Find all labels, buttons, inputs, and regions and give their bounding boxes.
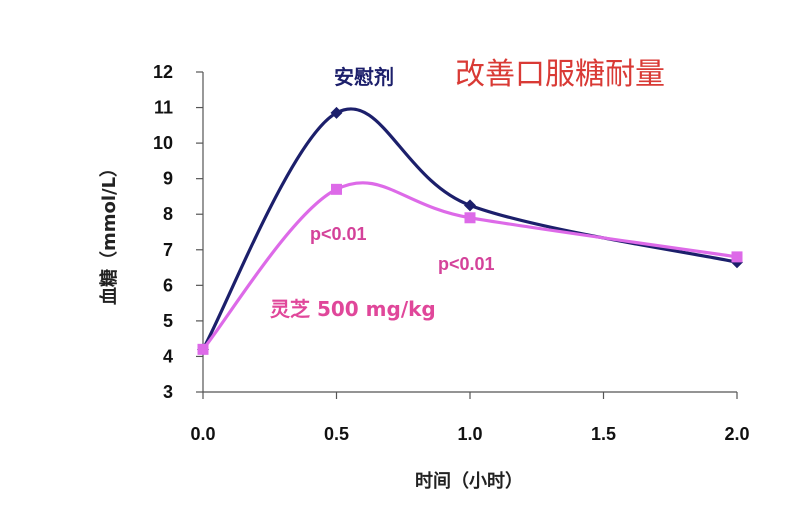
y-tick-label: 6: [163, 275, 173, 295]
x-tick-label: 1.5: [591, 424, 616, 444]
y-tick-label: 9: [163, 169, 173, 189]
data-point-square: [197, 343, 209, 355]
y-tick-label: 12: [153, 62, 173, 82]
series-layer: [197, 106, 743, 356]
y-axis-ticks: 3 4 5 6 7 8 9 10 11 12: [153, 62, 203, 402]
y-tick-label: 3: [163, 382, 173, 402]
annotation-p-value-0-5h: p<0.01: [310, 224, 367, 244]
legend-label-lingzhi: 灵芝 500 mg/kg: [270, 297, 436, 321]
y-tick-label: 7: [163, 240, 173, 260]
y-tick-label: 5: [163, 311, 173, 331]
y-tick-label: 4: [163, 346, 173, 366]
x-axis-title: 时间（小时）: [415, 471, 523, 492]
data-point-square: [731, 251, 743, 263]
data-point-square: [464, 212, 476, 224]
x-axis-ticks: 0.0 0.5 1.0 1.5 2.0: [190, 392, 750, 444]
y-tick-label: 8: [163, 204, 173, 224]
series-line-1: [201, 181, 739, 351]
y-tick-label: 10: [153, 133, 173, 153]
data-point-diamond: [330, 106, 343, 119]
x-tick-label: 1.0: [457, 424, 482, 444]
annotation-p-value-1-0h: p<0.01: [438, 254, 495, 274]
chart-title: 改善口服糖耐量: [455, 57, 665, 92]
x-tick-label: 2.0: [724, 424, 749, 444]
legend-label-placebo: 安慰剂: [334, 65, 394, 89]
x-tick-label: 0.0: [190, 424, 215, 444]
data-point-diamond: [464, 199, 476, 212]
y-tick-label: 11: [154, 98, 173, 118]
x-tick-label: 0.5: [324, 424, 349, 444]
data-point-square: [331, 183, 342, 195]
y-axis-title: 血糖（mmol/L）: [98, 159, 120, 305]
